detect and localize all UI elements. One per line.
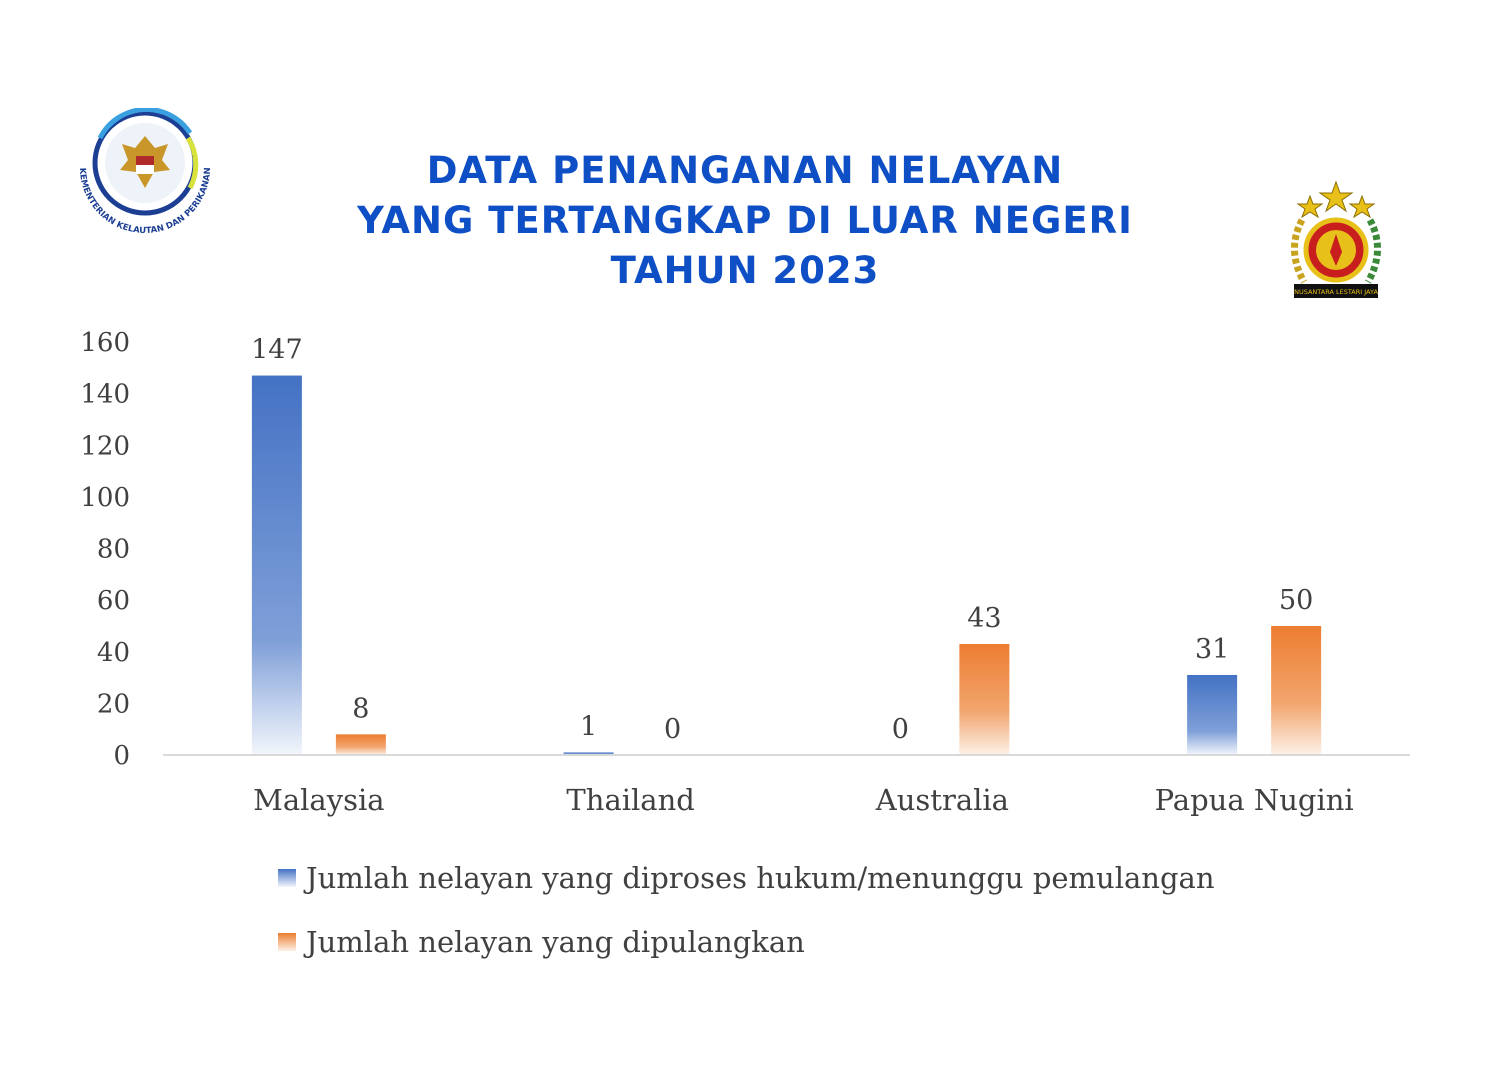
category-label: Australia bbox=[875, 783, 1009, 817]
data-label: 50 bbox=[1279, 585, 1313, 616]
svg-text:NUSANTARA LESTARI JAYA: NUSANTARA LESTARI JAYA bbox=[1294, 288, 1378, 296]
data-label: 0 bbox=[664, 714, 681, 745]
legend-swatch-orange bbox=[278, 933, 296, 951]
y-tick-label: 40 bbox=[97, 638, 130, 668]
bar bbox=[1187, 674, 1238, 755]
category-labels: Malaysia Thailand Australia Papua Nugini bbox=[253, 783, 1353, 817]
y-tick-label: 160 bbox=[80, 328, 130, 358]
y-tick-label: 20 bbox=[97, 689, 130, 719]
y-tick-label: 100 bbox=[80, 483, 130, 513]
data-label: 8 bbox=[352, 693, 369, 724]
title-line-1: DATA PENANGANAN NELAYAN bbox=[426, 149, 1064, 192]
legend-label-blue: Jumlah nelayan yang diproses hukum/menun… bbox=[306, 861, 1215, 895]
category-label: Malaysia bbox=[253, 783, 384, 817]
category-label: Thailand bbox=[566, 783, 694, 817]
data-label: 0 bbox=[892, 714, 909, 745]
bar bbox=[335, 734, 386, 755]
y-tick-label: 0 bbox=[113, 741, 130, 771]
legend-item-blue: Jumlah nelayan yang diproses hukum/menun… bbox=[278, 858, 1215, 898]
bar bbox=[563, 752, 614, 755]
bar bbox=[251, 375, 302, 755]
title-line-3: TAHUN 2023 bbox=[610, 249, 880, 292]
y-tick-label: 80 bbox=[97, 535, 130, 565]
data-label: 43 bbox=[967, 603, 1001, 634]
category-label: Papua Nugini bbox=[1155, 783, 1354, 817]
title-line-2: YANG TERTANGKAP DI LUAR NEGERI bbox=[357, 199, 1133, 242]
legend-label-orange: Jumlah nelayan yang dipulangkan bbox=[306, 925, 805, 959]
data-label: 147 bbox=[251, 335, 303, 366]
kkp-logo: KEMENTERIAN KELAUTAN DAN PERIKANAN bbox=[77, 108, 213, 236]
y-tick-label: 60 bbox=[97, 586, 130, 616]
legend-item-orange: Jumlah nelayan yang dipulangkan bbox=[278, 922, 1215, 962]
y-tick-label: 140 bbox=[80, 380, 130, 410]
bars bbox=[251, 375, 1322, 755]
legend-swatch-blue bbox=[278, 869, 296, 887]
army-emblem-logo: NUSANTARA LESTARI JAYA bbox=[1290, 180, 1382, 298]
y-tick-label: 120 bbox=[80, 431, 130, 461]
bar bbox=[1271, 625, 1322, 755]
legend: Jumlah nelayan yang diproses hukum/menun… bbox=[278, 858, 1215, 986]
bar bbox=[959, 644, 1010, 755]
data-label: 1 bbox=[580, 711, 597, 742]
data-labels: 147 8 1 0 0 43 31 50 bbox=[251, 335, 1313, 745]
chart-title: DATA PENANGANAN NELAYAN YANG TERTANGKAP … bbox=[250, 146, 1240, 296]
data-label: 31 bbox=[1195, 634, 1229, 665]
y-axis-ticks: 0 20 40 60 80 100 120 140 160 bbox=[80, 328, 130, 771]
